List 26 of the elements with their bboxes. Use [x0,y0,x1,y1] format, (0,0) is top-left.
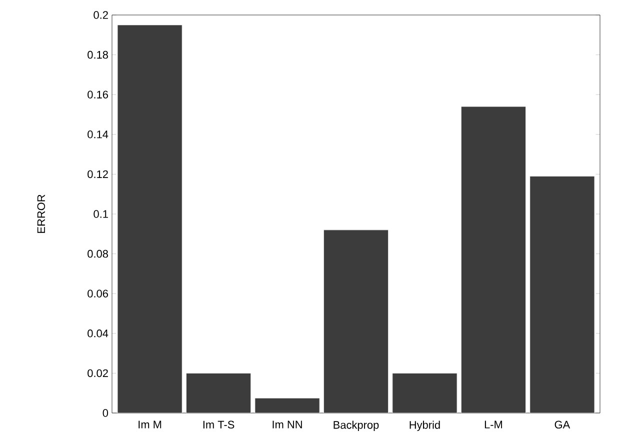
bar [461,106,526,413]
y-tick-label: 0 [102,409,108,417]
bar [186,373,251,413]
x-tick-label: Im NN [272,420,302,428]
x-tick-label: Hybrid [410,420,440,431]
bar [254,398,320,413]
y-tick-label: 0.16 [88,90,108,98]
bar [530,176,595,413]
x-tick-label: Im M [138,420,162,428]
x-tick-label: L-M [484,420,502,428]
bar [392,373,458,413]
y-tick-label: 0.18 [88,50,108,59]
x-tick-label: GA [554,420,570,429]
y-tick-label: 0.08 [88,250,108,258]
y-tick-label: 0.2 [94,11,108,19]
y-tick-label: 0.02 [88,369,108,378]
x-tick-label: Backprop [334,420,379,431]
y-tick-label: 0.06 [88,290,108,298]
y-axis-title: ERROR [37,194,46,233]
x-tick-label: Im T-S [203,420,234,429]
bar [118,24,182,413]
y-tick-label: 0.14 [88,130,108,138]
bar [324,230,388,413]
y-tick-label: 0.04 [88,330,108,338]
y-tick-label: 0.1 [94,210,108,218]
y-tick-label: 0.12 [88,170,108,178]
